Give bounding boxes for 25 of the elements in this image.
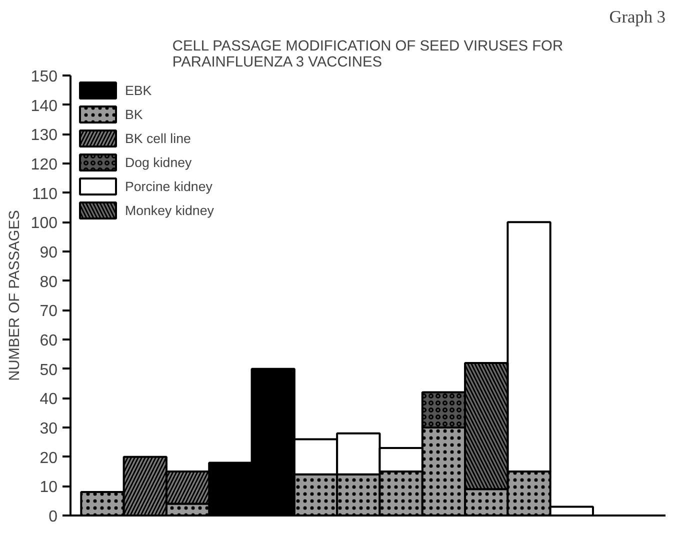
y-tick-label: 100 — [30, 215, 58, 232]
y-tick-label: 130 — [30, 127, 58, 144]
y-tick-label: 120 — [30, 156, 58, 174]
legend-label: Monkey kidney — [125, 202, 214, 218]
caption: Graph 3 — [609, 8, 666, 26]
y-axis-title: NUMBER OF PASSAGES — [6, 210, 23, 381]
legend-label: EBK — [125, 82, 152, 98]
y-tick-label: 140 — [30, 98, 58, 115]
legend-label: Porcine kidney — [125, 178, 212, 194]
y-tick-label: 70 — [40, 303, 58, 320]
chart-title: CELL PASSAGE MODIFICATION OF SEED VIRUSES FOR PARAINFLUENZA 3 VACCINES — [172, 38, 564, 70]
legend-label: Dog kidney — [125, 154, 192, 170]
y-tick-label: 50 — [40, 362, 58, 379]
y-tick-label: 30 — [40, 420, 58, 438]
y-tick-label: 80 — [40, 274, 58, 291]
y-tick-label: 10 — [40, 479, 58, 496]
legend-label: BK — [125, 106, 144, 122]
y-tick-label: 60 — [40, 332, 58, 350]
y-tick-label: 90 — [40, 244, 58, 262]
y-tick-label: 0 — [48, 508, 58, 526]
y-tick-label: 110 — [32, 186, 58, 203]
y-tick-label: 40 — [40, 391, 58, 408]
y-tick-label: 20 — [40, 450, 58, 467]
y-tick-label: 150 — [30, 68, 58, 86]
legend-label: BK cell line — [125, 130, 191, 146]
